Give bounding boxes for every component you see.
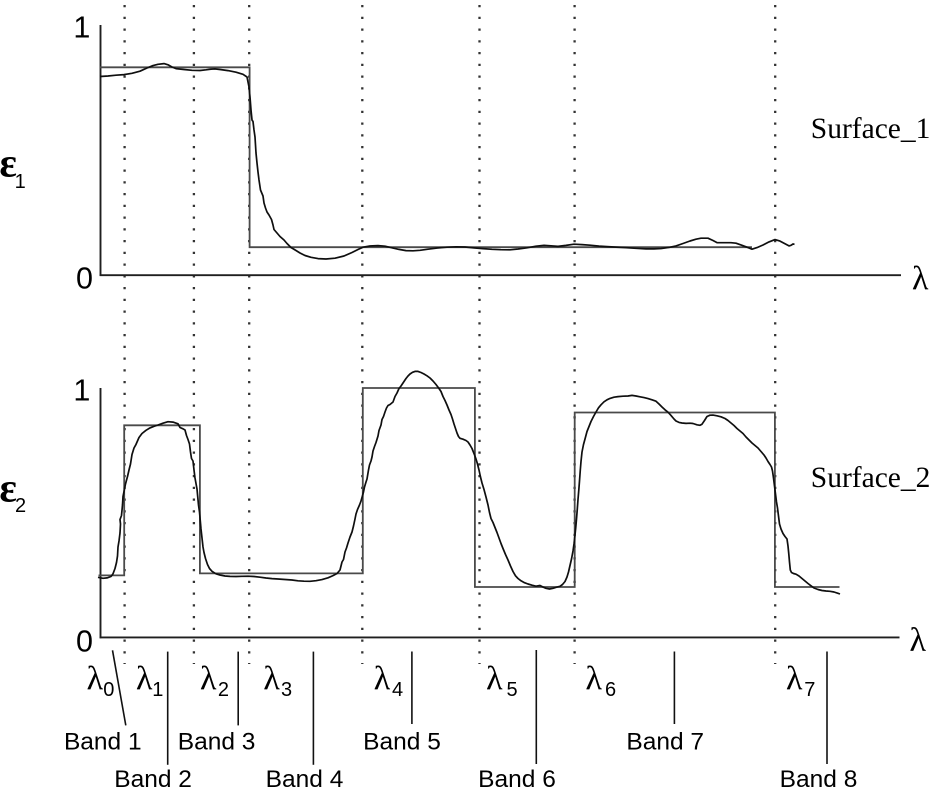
svg-text:λ: λ	[586, 661, 603, 698]
svg-text:λ: λ	[87, 661, 104, 698]
svg-text:1: 1	[15, 171, 26, 193]
svg-text:5: 5	[506, 679, 517, 701]
svg-text:λ: λ	[263, 661, 280, 698]
svg-text:2: 2	[218, 679, 229, 701]
svg-text:1: 1	[73, 373, 90, 407]
svg-text:λ: λ	[910, 622, 927, 659]
svg-text:Band 8: Band 8	[780, 766, 858, 788]
svg-text:λ: λ	[912, 260, 929, 297]
svg-text:λ: λ	[374, 661, 391, 698]
svg-text:1: 1	[73, 11, 90, 45]
svg-text:0: 0	[76, 262, 93, 296]
svg-text:λ: λ	[200, 661, 217, 698]
svg-text:Band 2: Band 2	[114, 766, 192, 788]
svg-text:3: 3	[281, 679, 292, 701]
svg-text:0: 0	[76, 625, 93, 659]
svg-text:Surface_1: Surface_1	[811, 113, 931, 145]
svg-text:Surface_2: Surface_2	[811, 462, 931, 494]
svg-text:ε: ε	[0, 464, 17, 510]
svg-text:ε: ε	[0, 140, 17, 186]
svg-text:0: 0	[103, 679, 114, 701]
svg-text:1: 1	[152, 679, 163, 701]
svg-text:λ: λ	[136, 661, 153, 698]
svg-text:6: 6	[605, 679, 616, 701]
svg-text:Band 7: Band 7	[626, 729, 704, 756]
svg-text:7: 7	[804, 679, 815, 701]
svg-text:Band 6: Band 6	[478, 766, 556, 788]
svg-text:λ: λ	[486, 661, 503, 698]
svg-text:λ: λ	[786, 661, 803, 698]
svg-text:Band 4: Band 4	[266, 766, 344, 788]
svg-text:Band 1: Band 1	[64, 729, 142, 756]
svg-text:4: 4	[392, 679, 403, 701]
svg-text:Band 3: Band 3	[178, 729, 256, 756]
svg-text:2: 2	[15, 495, 26, 517]
svg-text:Band 5: Band 5	[363, 729, 441, 756]
